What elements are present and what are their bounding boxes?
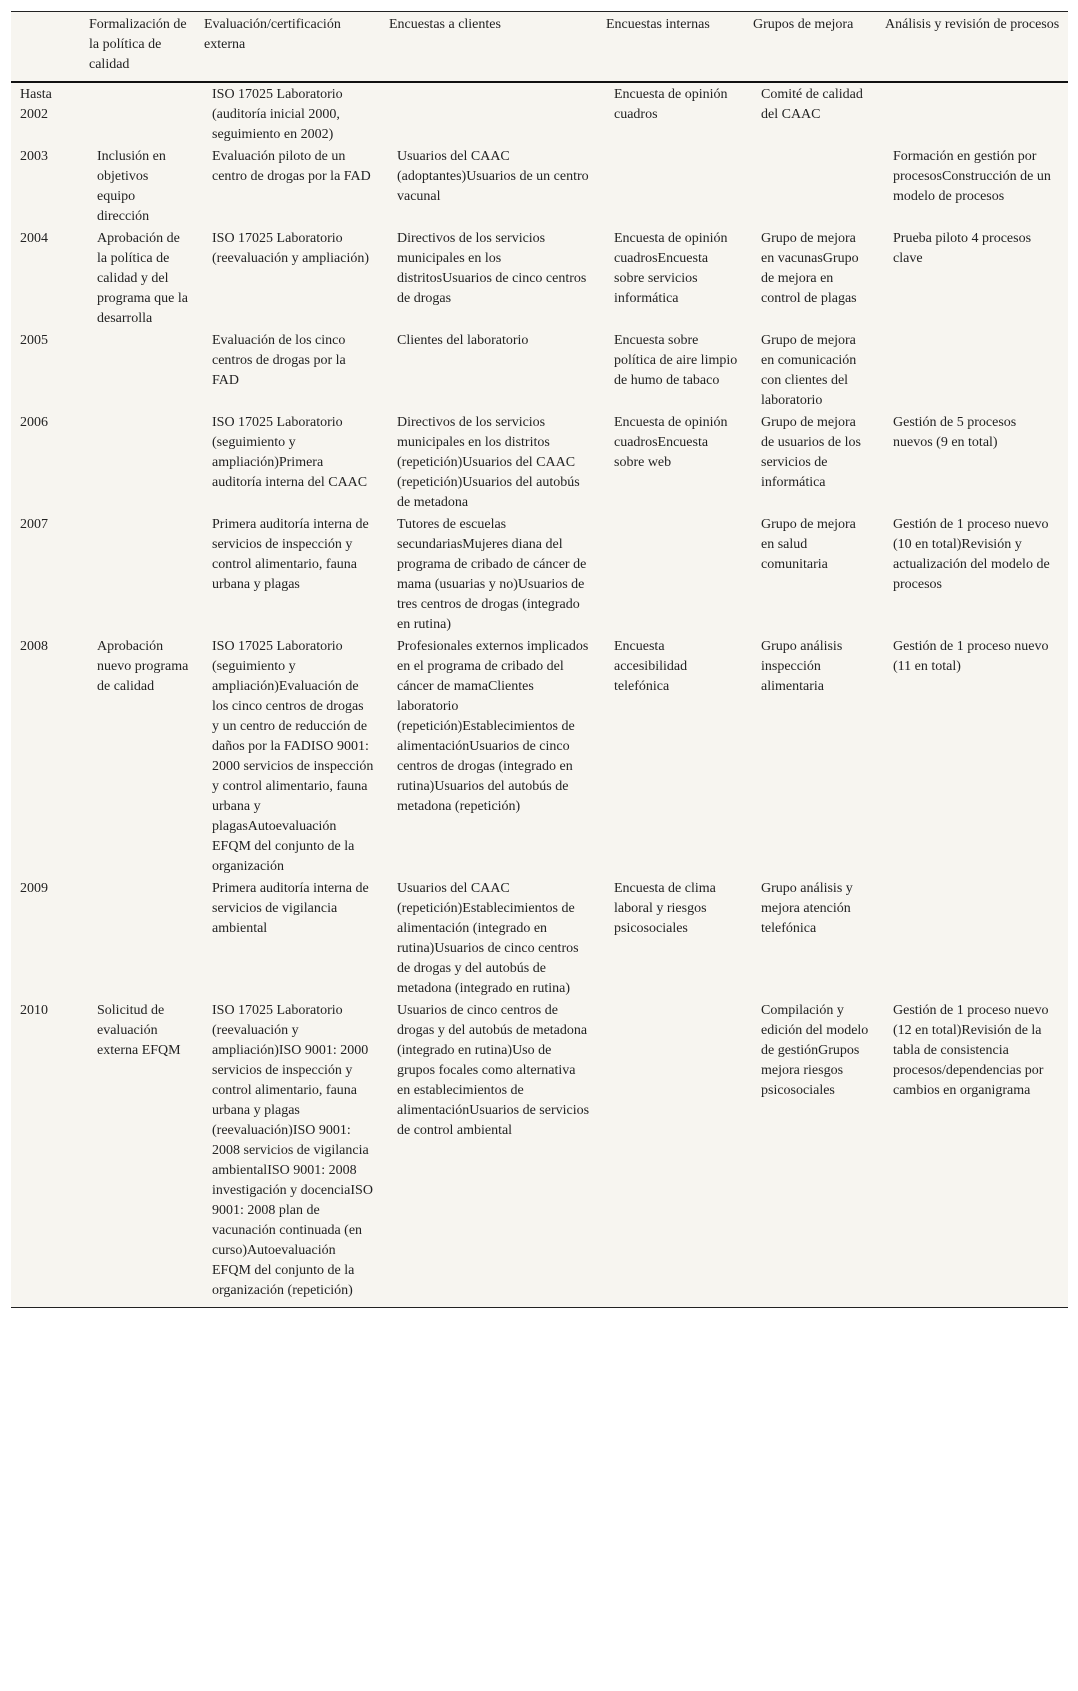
cell-year: 2007 (20, 517, 48, 532)
cell-external-evaluation: ISO 17025 Laboratorio (auditoría inicial… (212, 87, 343, 142)
cell-policy-formalization (88, 82, 203, 145)
quality-timeline-table: Formalización de la política de calidad E… (11, 11, 1068, 1308)
cell-policy-formalization (88, 513, 203, 635)
table-row: 2003 Inclusión en objetivos equipo direcc… (11, 145, 1068, 227)
table-row: 2008 Aprobación nuevo programa de calidad… (11, 635, 1068, 877)
cell-improvement-groups: Grupo de mejora en comunicación con clie… (761, 333, 857, 408)
cell-year: 2005 (20, 333, 48, 348)
table-body: Hasta 2002 ISO 17025 Laboratorio (auditor… (11, 82, 1068, 1308)
table-row: 2004 Aprobación de la política de calidad… (11, 227, 1068, 329)
cell-client-surveys: Tutores de escuelas secundariasMujeres d… (397, 517, 587, 632)
cell-improvement-groups: Comité de calidad del CAAC (761, 87, 863, 122)
cell-client-surveys: Usuarios de cinco centros de drogas y de… (397, 1003, 590, 1138)
cell-improvement-groups: Grupo de mejora en vacunasGrupo de mejor… (761, 231, 859, 306)
cell-external-evaluation: Evaluación piloto de un centro de drogas… (212, 149, 371, 184)
cell-external-evaluation: ISO 17025 Laboratorio (seguimiento y amp… (212, 415, 368, 490)
cell-improvement-groups: Grupo análisis inspección alimentaria (761, 639, 843, 694)
cell-external-evaluation: Evaluación de los cinco centros de droga… (212, 333, 346, 388)
cell-internal-surveys (605, 999, 752, 1308)
cell-policy-formalization: Aprobación de la política de calidad y d… (97, 231, 188, 326)
cell-process-review (884, 877, 1068, 999)
cell-improvement-groups: Compilación y edición del modelo de gest… (761, 1003, 869, 1098)
cell-internal-surveys (605, 513, 752, 635)
cell-policy-formalization (88, 877, 203, 999)
cell-process-review (884, 329, 1068, 411)
cell-internal-surveys: Encuesta de clima laboral y riesgos psic… (614, 881, 716, 936)
cell-year: 2010 (20, 1003, 48, 1018)
cell-policy-formalization: Solicitud de evaluación externa EFQM (97, 1003, 181, 1058)
cell-improvement-groups: Grupo de mejora en salud comunitaria (761, 517, 856, 572)
cell-external-evaluation: Primera auditoría interna de servicios d… (212, 517, 369, 592)
cell-internal-surveys: Encuesta de opinión cuadrosEncuesta sobr… (614, 231, 728, 306)
table-row: 2005 Evaluación de los cinco centros de d… (11, 329, 1068, 411)
table-row: 2006 ISO 17025 Laboratorio (seguimiento y… (11, 411, 1068, 513)
cell-client-surveys: Profesionales externos implicados en el … (397, 639, 589, 814)
column-header-year (11, 12, 88, 83)
table-row: 2007 Primera auditoría interna de servici… (11, 513, 1068, 635)
cell-year: 2004 (20, 231, 48, 246)
table-header: Formalización de la política de calidad E… (11, 11, 1068, 83)
cell-improvement-groups (752, 145, 884, 227)
column-header-policy-formalization: Formalización de la política de calidad (89, 17, 187, 72)
cell-process-review: Gestión de 1 proceso nuevo (12 en total)… (893, 1003, 1049, 1098)
cell-policy-formalization: Inclusión en objetivos equipo dirección (97, 149, 166, 224)
cell-internal-surveys: Encuesta sobre política de aire limpio d… (614, 333, 738, 388)
cell-improvement-groups: Grupo de mejora de usuarios de los servi… (761, 415, 861, 490)
cell-policy-formalization: Aprobación nuevo programa de calidad (97, 639, 189, 694)
cell-internal-surveys: Encuesta accesibilidad telefónica (614, 639, 688, 694)
cell-client-surveys (388, 82, 605, 145)
cell-policy-formalization (88, 329, 203, 411)
table-row: 2009 Primera auditoría interna de servici… (11, 877, 1068, 999)
cell-internal-surveys (605, 145, 752, 227)
column-header-improvement-groups: Grupos de mejora (753, 17, 854, 32)
cell-process-review (884, 82, 1068, 145)
cell-external-evaluation: Primera auditoría interna de servicios d… (212, 881, 369, 936)
cell-client-surveys: Usuarios del CAAC (adoptantes)Usuarios d… (397, 149, 589, 204)
cell-internal-surveys: Encuesta de opinión cuadrosEncuesta sobr… (614, 415, 728, 470)
cell-process-review: Formación en gestión por procesosConstru… (893, 149, 1051, 204)
cell-client-surveys: Clientes del laboratorio (397, 333, 529, 348)
cell-process-review: Gestión de 1 proceso nuevo (11 en total) (893, 639, 1049, 674)
table-row: Hasta 2002 ISO 17025 Laboratorio (auditor… (11, 82, 1068, 145)
cell-client-surveys: Directivos de los servicios municipales … (397, 415, 580, 510)
column-header-external-evaluation: Evaluación/certificación externa (204, 17, 341, 52)
column-header-internal-surveys: Encuestas internas (606, 17, 710, 32)
cell-client-surveys: Usuarios del CAAC (repetición)Establecim… (397, 881, 579, 996)
cell-process-review: Gestión de 5 procesos nuevos (9 en total… (893, 415, 1017, 450)
cell-process-review: Prueba piloto 4 procesos clave (893, 231, 1032, 266)
cell-process-review: Gestión de 1 proceso nuevo (10 en total)… (893, 517, 1050, 592)
cell-improvement-groups: Grupo análisis y mejora atención telefón… (761, 881, 853, 936)
cell-year: 2003 (20, 149, 48, 164)
cell-client-surveys: Directivos de los servicios municipales … (397, 231, 587, 306)
cell-year: Hasta 2002 (20, 87, 52, 122)
cell-year: 2009 (20, 881, 48, 896)
table-row: 2010 Solicitud de evaluación externa EFQM… (11, 999, 1068, 1308)
cell-external-evaluation: ISO 17025 Laboratorio (reevaluación y am… (212, 1003, 373, 1298)
cell-year: 2006 (20, 415, 48, 430)
column-header-client-surveys: Encuestas a clientes (389, 17, 501, 32)
column-header-process-review: Análisis y revisión de procesos (885, 17, 1060, 32)
cell-policy-formalization (88, 411, 203, 513)
cell-internal-surveys: Encuesta de opinión cuadros (614, 87, 728, 122)
cell-external-evaluation: ISO 17025 Laboratorio (seguimiento y amp… (212, 639, 374, 874)
cell-year: 2008 (20, 639, 48, 654)
cell-external-evaluation: ISO 17025 Laboratorio (reevaluación y am… (212, 231, 370, 266)
